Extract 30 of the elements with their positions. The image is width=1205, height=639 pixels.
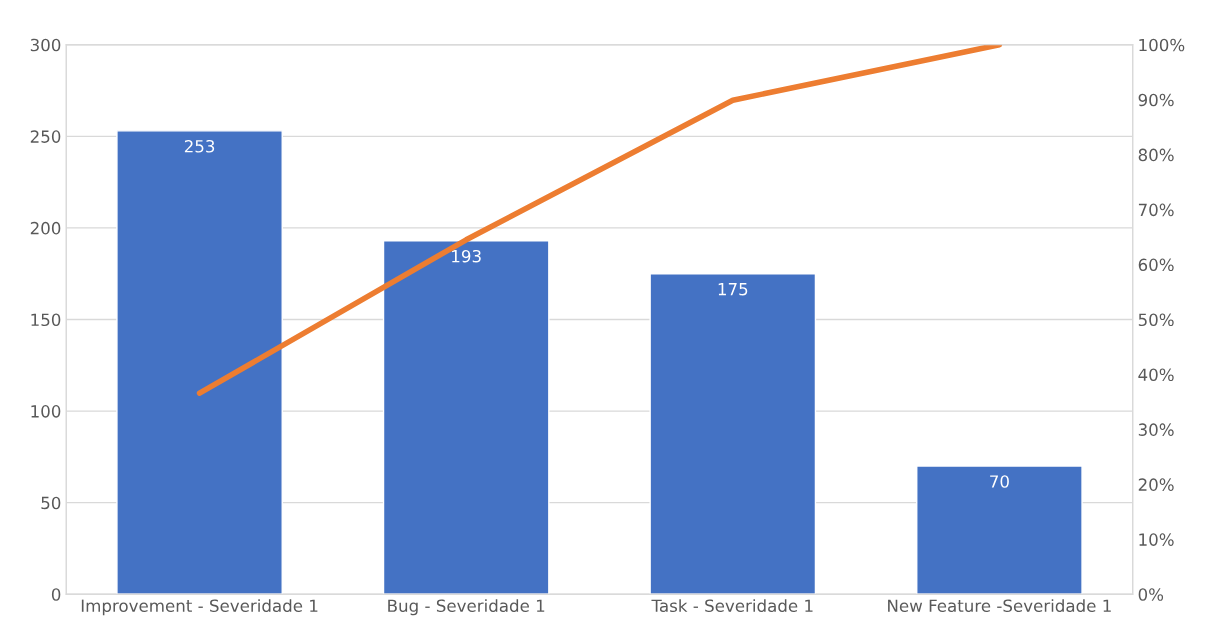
y-tick-label: 300 xyxy=(30,38,61,52)
bar xyxy=(382,240,550,595)
bar xyxy=(116,130,283,595)
data-label: 70 xyxy=(990,475,1009,488)
y-tick-label: 250 xyxy=(30,130,61,143)
y-tick-label: 0 xyxy=(51,588,61,601)
y-tick-label: 150 xyxy=(31,313,61,327)
x-tick-label: Task - Severidade 1 xyxy=(651,599,813,613)
y2-tick-label: 20% xyxy=(1138,478,1174,491)
y2-tick-label: 30% xyxy=(1138,423,1174,436)
x-tick-label: New Feature -Severidade 1 xyxy=(888,599,1111,613)
data-label: 193 xyxy=(452,249,481,263)
y2-tick-label: 90% xyxy=(1138,93,1174,107)
y2-tick-label: 10% xyxy=(1139,533,1174,546)
x-tick-label: Bug - Severidade 1 xyxy=(388,599,545,616)
y2-tick-label: 70% xyxy=(1138,203,1174,217)
data-label: 253 xyxy=(184,139,215,153)
y2-tick-label: 0% xyxy=(1138,588,1164,601)
data-label: 175 xyxy=(718,283,748,296)
y-tick-label: 50 xyxy=(41,496,61,510)
y2-tick-label: 80% xyxy=(1138,148,1174,162)
x-tick-label: Improvement - Severidade 1 xyxy=(81,599,318,616)
y2-tick-label: 40% xyxy=(1138,368,1174,382)
y-tick-label: 100 xyxy=(31,405,61,418)
y-tick-label: 200 xyxy=(30,221,61,235)
bar xyxy=(649,273,817,595)
bar xyxy=(916,465,1083,595)
y2-tick-label: 60% xyxy=(1138,258,1174,272)
y2-tick-label: 100% xyxy=(1139,38,1185,52)
y2-tick-label: 50% xyxy=(1138,313,1174,327)
